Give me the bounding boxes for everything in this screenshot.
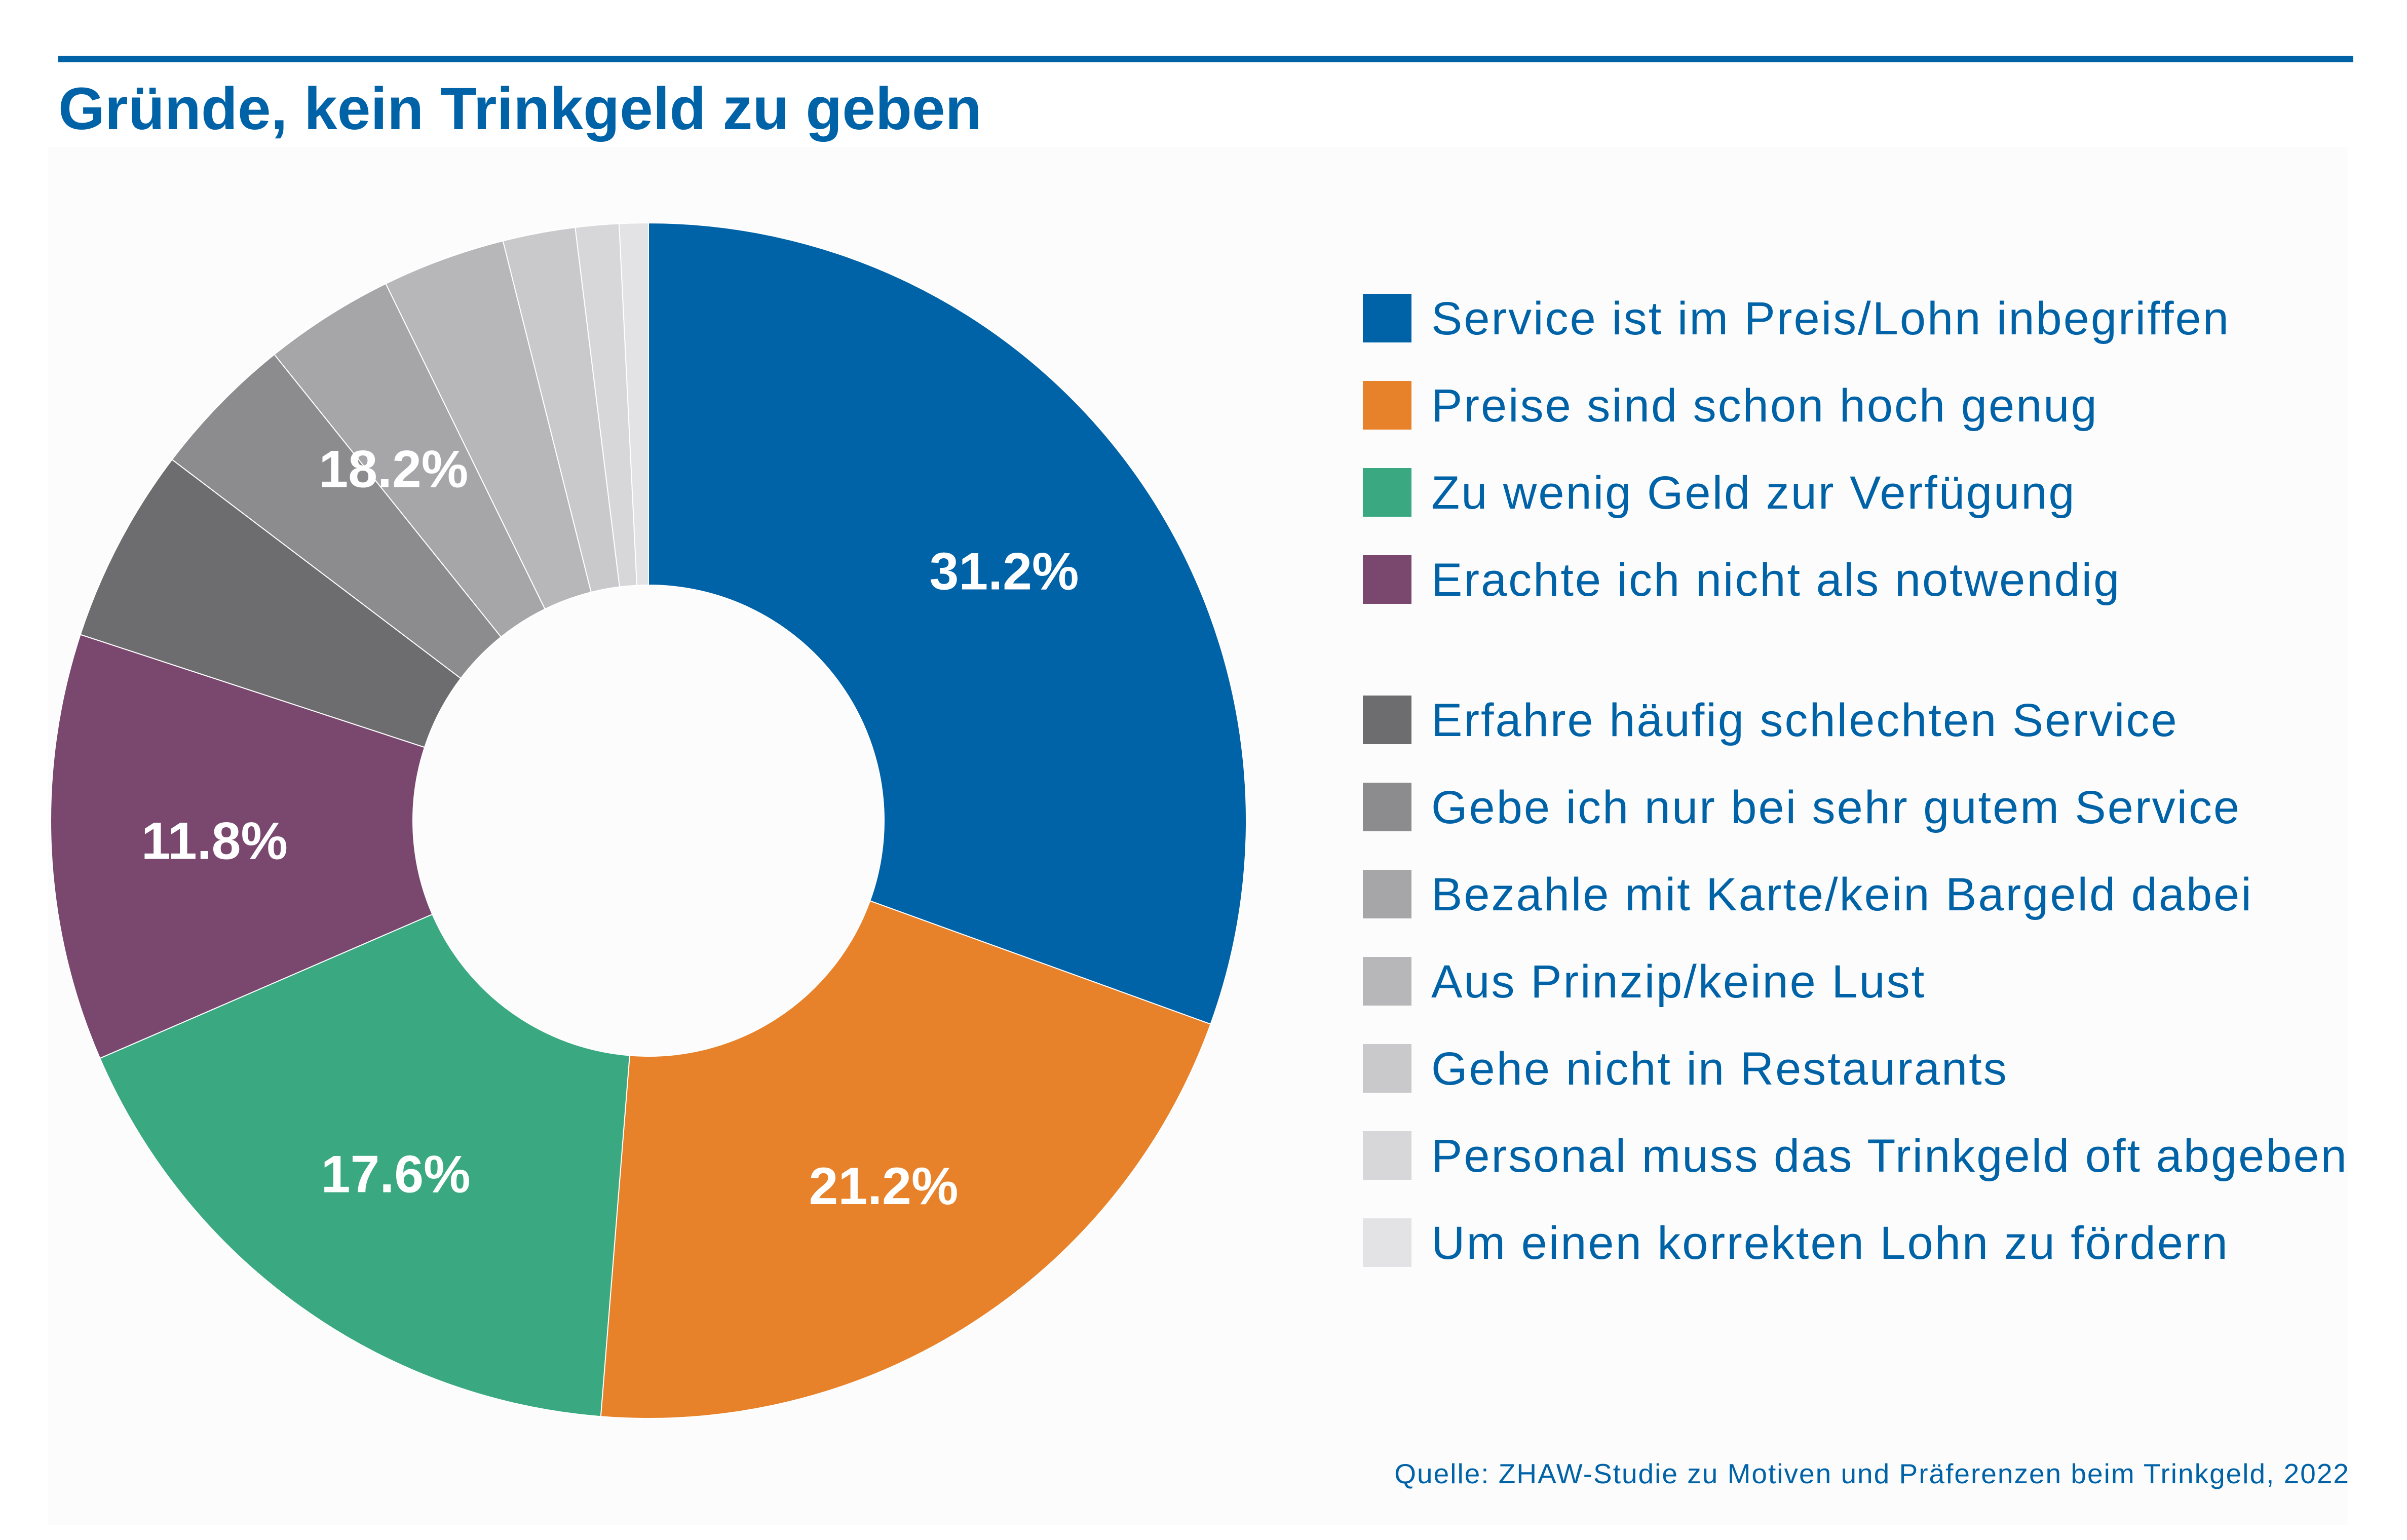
data-label-2: 21.2% <box>809 1157 959 1216</box>
legend-label: Bezahle mit Karte/kein Bargeld dabei <box>1431 869 2253 920</box>
data-labels: 31.2% 21.2% 17.6% 11.8% 18.2% <box>141 440 1079 1216</box>
legend-swatch <box>1363 294 1411 342</box>
legend-item-personal-muss-das-trinkgeld-oft-abgeben: Personal muss das Trinkgeld oft abgeben <box>1363 1130 2348 1182</box>
legend-item-um-einen-korrekten-lohn-zu-foerdern: Um einen korrekten Lohn zu fördern <box>1363 1217 2229 1269</box>
slice-um-einen-korrekten-lohn-zu-foerdern <box>618 222 649 586</box>
data-label-5: 18.2% <box>319 440 468 499</box>
legend-label: Erachte ich nicht als notwendig <box>1431 554 2121 606</box>
slice-erfahre-haeufig-schlechten-service <box>80 458 462 748</box>
legend-label: Zu wenig Geld zur Verfügung <box>1431 467 2076 519</box>
legend-swatch <box>1363 783 1411 831</box>
legend-item-erachte-ich-nicht-als-notwendig: Erachte ich nicht als notwendig <box>1363 554 2121 606</box>
legend-item-bezahle-mit-karte-kein-bargeld-dabei: Bezahle mit Karte/kein Bargeld dabei <box>1363 869 2253 920</box>
legend-item-service-ist-im-preis-lohn-inbegriffen: Service ist im Preis/Lohn inbegriffen <box>1363 293 2230 344</box>
legend-label: Preise sind schon hoch genug <box>1431 380 2098 432</box>
legend-swatch <box>1363 381 1411 430</box>
legend-swatch <box>1363 468 1411 517</box>
legend: Service ist im Preis/Lohn inbegriffen Pre… <box>1363 293 2348 1269</box>
slice-preise-sind-schon-hoch-genug <box>600 900 1211 1419</box>
slice-erachte-ich-nicht-als-notwendig <box>50 634 433 1059</box>
legend-swatch <box>1363 1131 1411 1180</box>
legend-label: Gehe nicht in Restaurants <box>1431 1043 2008 1095</box>
legend-label: Gebe ich nur bei sehr gutem Service <box>1431 782 2241 833</box>
legend-swatch <box>1363 1218 1411 1267</box>
legend-item-aus-prinzip-keine-lust: Aus Prinzip/keine Lust <box>1363 956 1926 1008</box>
slice-zu-wenig-geld-zur-verfuegung <box>99 913 630 1417</box>
legend-swatch <box>1363 957 1411 1006</box>
legend-item-preise-sind-schon-hoch-genug: Preise sind schon hoch genug <box>1363 380 2098 432</box>
legend-label: Erfahre häufig schlechten Service <box>1431 695 2179 746</box>
legend-label: Um einen korrekten Lohn zu fördern <box>1431 1217 2229 1269</box>
data-label-1: 31.2% <box>930 543 1079 601</box>
data-label-4: 11.8% <box>141 812 288 871</box>
legend-label: Service ist im Preis/Lohn inbegriffen <box>1431 293 2230 344</box>
legend-item-gehe-nicht-in-restaurants: Gehe nicht in Restaurants <box>1363 1043 2008 1095</box>
donut-slices <box>50 222 1247 1419</box>
legend-label: Aus Prinzip/keine Lust <box>1431 956 1926 1008</box>
legend-item-gebe-ich-nur-bei-sehr-gutem-service: Gebe ich nur bei sehr gutem Service <box>1363 782 2241 833</box>
legend-label: Personal muss das Trinkgeld oft abgeben <box>1431 1130 2348 1182</box>
title-rule <box>58 56 2353 62</box>
legend-swatch <box>1363 870 1411 918</box>
chart-title: Gründe, kein Trinkgeld zu geben <box>58 75 982 142</box>
legend-swatch <box>1363 696 1411 744</box>
legend-swatch <box>1363 1044 1411 1093</box>
source-note: Quelle: ZHAW-Studie zu Motiven und Präfe… <box>1394 1458 2350 1489</box>
data-label-3: 17.6% <box>321 1145 471 1204</box>
legend-swatch <box>1363 555 1411 604</box>
slice-service-ist-im-preis-lohn-inbegriffen <box>648 222 1247 1025</box>
legend-item-erfahre-haeufig-schlechten-service: Erfahre häufig schlechten Service <box>1363 695 2179 746</box>
legend-item-zu-wenig-geld-zur-verfuegung: Zu wenig Geld zur Verfügung <box>1363 467 2076 519</box>
